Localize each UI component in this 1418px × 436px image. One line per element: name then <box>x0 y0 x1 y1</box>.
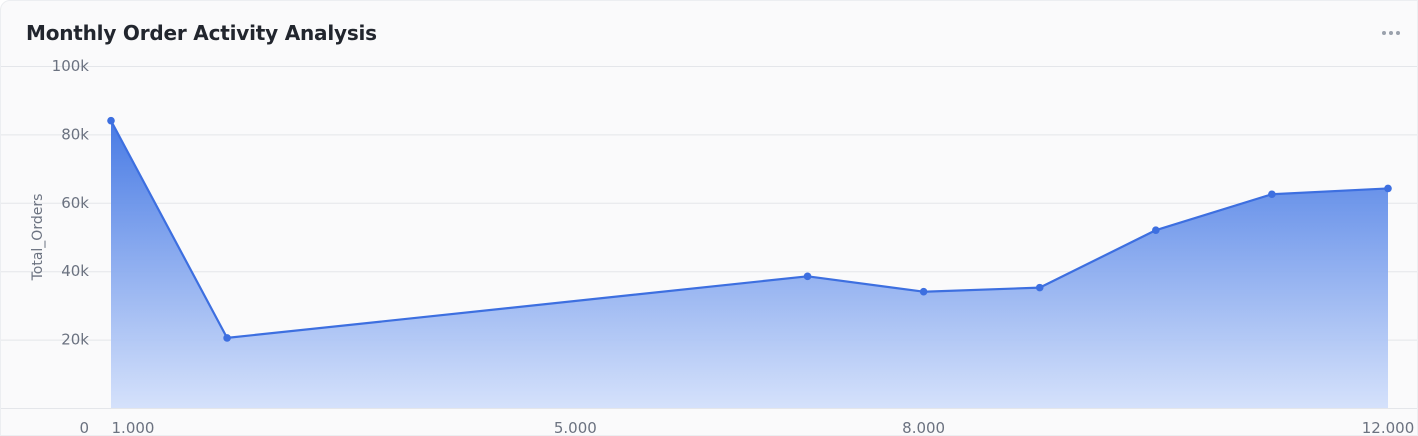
y-tick-label: 20k <box>61 331 89 349</box>
y-tick-label: 100k <box>52 57 90 75</box>
data-point <box>1035 283 1044 292</box>
series-line <box>110 120 1389 339</box>
card-title: Monthly Order Activity Analysis <box>26 21 377 45</box>
line-series <box>110 120 1389 339</box>
area-fill <box>111 120 1388 408</box>
y-axis-ticks: 0 20k 40k 60k 80k 100k <box>52 57 90 436</box>
data-point <box>803 272 812 281</box>
data-point <box>1384 184 1392 193</box>
menu-dot <box>1382 31 1386 35</box>
y-axis-title: Total_Orders <box>30 194 46 282</box>
more-horizontal-icon[interactable] <box>1379 23 1403 43</box>
data-point <box>919 287 928 296</box>
x-axis-ticks: 1.000 5.000 8.000 12.000 <box>112 419 1415 436</box>
data-points <box>107 116 1392 342</box>
data-point <box>223 334 231 342</box>
area-series <box>111 120 1388 408</box>
y-tick-label: 80k <box>61 125 89 143</box>
y-tick-label: 40k <box>61 262 89 280</box>
data-point <box>107 116 115 125</box>
x-tick-label: 1.000 <box>112 419 155 436</box>
data-point <box>1152 226 1160 234</box>
y-tick-label: 60k <box>61 194 89 212</box>
menu-dot <box>1389 31 1393 35</box>
x-tick-label: 8.000 <box>902 419 945 436</box>
menu-dot <box>1396 31 1400 35</box>
x-tick-label: 5.000 <box>554 419 597 436</box>
x-tick-label: 12.000 <box>1362 419 1415 436</box>
data-point <box>1268 190 1276 199</box>
y-tick-label: 0 <box>79 419 89 436</box>
